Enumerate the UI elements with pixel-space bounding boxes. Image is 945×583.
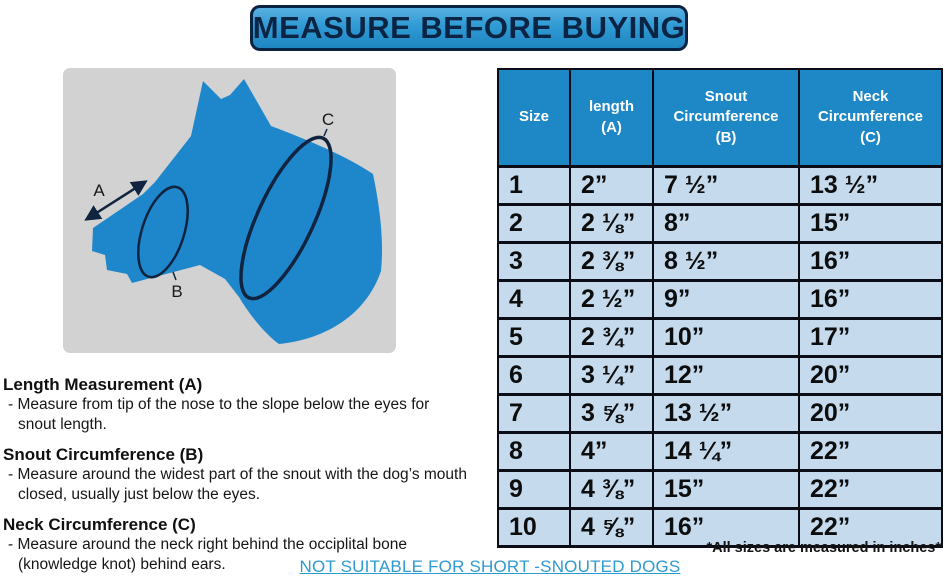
measurement-cell: 20” xyxy=(798,393,943,434)
size-table-container: Size length (A) Snout Circumference (B) … xyxy=(497,68,943,548)
measurement-cell: 16” xyxy=(652,507,800,548)
measurement-cell: 22” xyxy=(798,469,943,510)
measurement-cell: 17” xyxy=(798,317,943,358)
title-text: MEASURE BEFORE BUYING xyxy=(252,10,686,45)
instruction-line: snout length. xyxy=(18,416,107,433)
measurement-cell: 12” xyxy=(652,355,800,396)
instruction-block-neck: Neck Circumference (C) - Measure around … xyxy=(3,514,483,575)
size-cell: 10 xyxy=(497,507,571,548)
size-table: Size length (A) Snout Circumference (B) … xyxy=(497,68,943,548)
measurement-cell: 2 ⅜” xyxy=(569,241,654,282)
measurement-diagram: A B C xyxy=(63,68,396,353)
measurement-cell: 4 ⅝” xyxy=(569,507,654,548)
size-table-body: 1 2” 7 ½” 13 ½” 2 2 ⅛” 8” 15” 3 2 ⅜” 8 ½” 16” 4 2 ½” 9… xyxy=(497,165,943,548)
instruction-heading: Snout Circumference (B) xyxy=(3,445,204,464)
size-cell: 2 xyxy=(497,203,571,244)
label-a: A xyxy=(93,181,105,200)
size-cell: 7 xyxy=(497,393,571,434)
measurement-cell: 8 ½” xyxy=(652,241,800,282)
units-footnote: *All sizes are measured in inches* xyxy=(706,540,941,556)
measurement-cell: 2 ⅛” xyxy=(569,203,654,244)
length-arrow-a xyxy=(84,180,148,221)
measurement-cell: 8” xyxy=(652,203,800,244)
size-cell: 8 xyxy=(497,431,571,472)
measurement-cell: 14 ¼” xyxy=(652,431,800,472)
measurement-cell: 3 ⅝” xyxy=(569,393,654,434)
dog-diagram-svg: A B C xyxy=(84,79,383,344)
label-b-tick xyxy=(172,271,177,281)
size-cell: 6 xyxy=(497,355,571,396)
table-row: 1 2” 7 ½” 13 ½” xyxy=(497,165,943,206)
measurement-cell: 2” xyxy=(569,165,654,206)
measurement-cell: 7 ½” xyxy=(652,165,800,206)
label-c-tick xyxy=(323,128,328,137)
instruction-block-length: Length Measurement (A) - Measure from ti… xyxy=(3,374,483,435)
warning-link[interactable]: NOT SUITABLE FOR SHORT -SNOUTED DOGS xyxy=(299,557,681,576)
column-header-size: Size xyxy=(497,68,571,168)
dog-head-silhouette xyxy=(92,79,383,344)
instruction-heading: Length Measurement (A) xyxy=(3,375,203,394)
size-cell: 9 xyxy=(497,469,571,510)
measurement-cell: 10” xyxy=(652,317,800,358)
measurement-cell: 4 ⅜” xyxy=(569,469,654,510)
measurement-cell: 20” xyxy=(798,355,943,396)
instruction-line: closed, usually just below the eyes. xyxy=(18,486,261,503)
measurement-cell: 3 ¼” xyxy=(569,355,654,396)
instruction-block-snout: Snout Circumference (B) - Measure around… xyxy=(3,444,483,505)
measurement-cell: 16” xyxy=(798,279,943,320)
measurement-cell: 15” xyxy=(798,203,943,244)
table-row: 10 4 ⅝” 16” 22” xyxy=(497,507,943,548)
title-banner: MEASURE BEFORE BUYING xyxy=(250,5,688,51)
size-cell: 4 xyxy=(497,279,571,320)
instruction-line: (knowledge knot) behind ears. xyxy=(18,556,226,573)
measurement-cell: 22” xyxy=(798,507,943,548)
instruction-line: - Measure from tip of the nose to the sl… xyxy=(8,396,430,413)
table-row: 8 4” 14 ¼” 22” xyxy=(497,431,943,472)
column-header-snout: Snout Circumference (B) xyxy=(652,68,800,168)
measurement-cell: 9” xyxy=(652,279,800,320)
measurement-cell: 13 ½” xyxy=(652,393,800,434)
measurement-cell: 16” xyxy=(798,241,943,282)
label-b: B xyxy=(171,282,182,301)
size-cell: 1 xyxy=(497,165,571,206)
measurement-cell: 2 ¾” xyxy=(569,317,654,358)
measurement-cell: 15” xyxy=(652,469,800,510)
column-header-length: length (A) xyxy=(569,68,654,168)
label-c: C xyxy=(322,110,334,129)
measurement-cell: 4” xyxy=(569,431,654,472)
size-cell: 3 xyxy=(497,241,571,282)
instruction-heading: Neck Circumference (C) xyxy=(3,515,196,534)
measurement-cell: 2 ½” xyxy=(569,279,654,320)
instruction-line: - Measure around the neck right behind t… xyxy=(8,536,407,553)
column-header-neck: Neck Circumference (C) xyxy=(798,68,943,168)
instruction-line: - Measure around the widest part of the … xyxy=(8,466,467,483)
measurement-cell: 22” xyxy=(798,431,943,472)
measurement-instructions: Length Measurement (A) - Measure from ti… xyxy=(3,374,483,583)
size-cell: 5 xyxy=(497,317,571,358)
measurement-cell: 13 ½” xyxy=(798,165,943,206)
header-row: Size length (A) Snout Circumference (B) … xyxy=(497,68,943,168)
neck-ellipse-c xyxy=(239,135,333,301)
snout-ellipse-b xyxy=(137,185,189,279)
